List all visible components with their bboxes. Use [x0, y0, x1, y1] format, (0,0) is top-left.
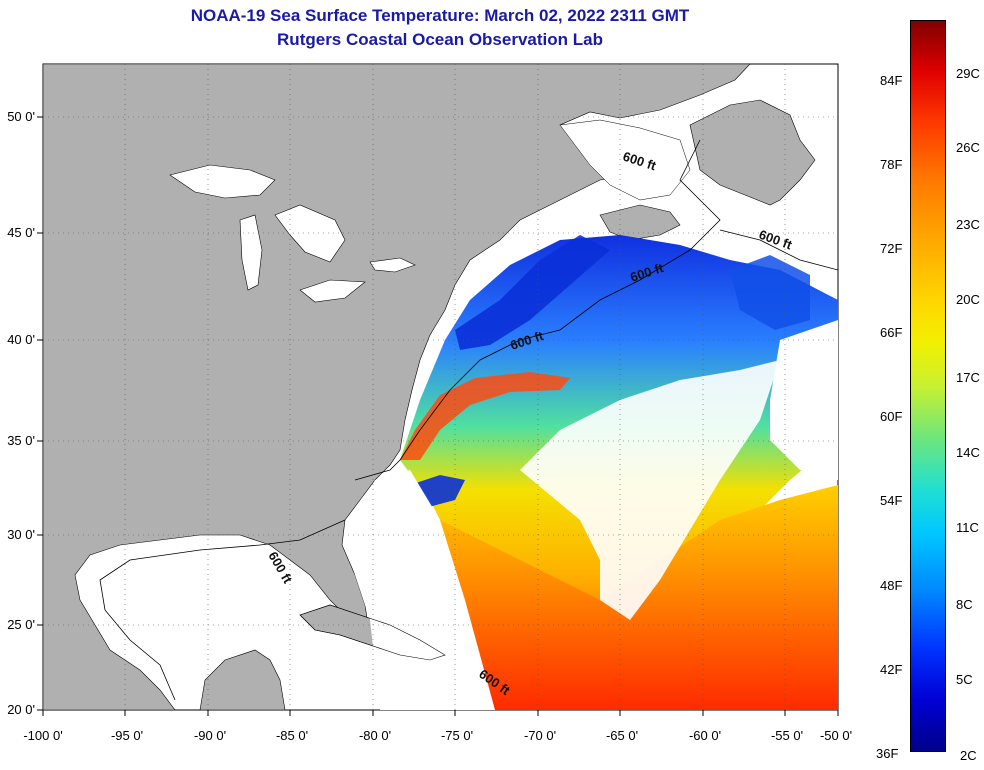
colorbar-label-f: 42F	[880, 662, 903, 677]
lat-tick-label: 30 0'	[7, 527, 35, 542]
lat-tick-label: 40 0'	[7, 332, 35, 347]
colorbar-label-c: 26C	[956, 140, 980, 155]
lat-tick-label: 50 0'	[7, 109, 35, 124]
lon-tick-label: -65 0'	[606, 728, 638, 743]
lon-tick-label: -55 0'	[771, 728, 803, 743]
colorbar-label-c: 8C	[956, 597, 973, 612]
colorbar-label-f: 72F	[880, 241, 903, 256]
map-title: NOAA-19 Sea Surface Temperature: March 0…	[190, 6, 690, 25]
lon-tick-label: -80 0'	[359, 728, 391, 743]
nova-scotia-land	[599, 204, 681, 241]
lat-tick-label: 25 0'	[7, 617, 35, 632]
axis-ticks	[37, 116, 839, 716]
newfoundland-land	[689, 99, 816, 206]
lon-tick-label: -85 0'	[276, 728, 308, 743]
lon-tick-label: -100 0'	[23, 728, 62, 743]
isobath-contour	[354, 139, 838, 481]
cold-shelf-water	[455, 235, 610, 350]
lon-tick-label: -70 0'	[524, 728, 556, 743]
lon-tick-label: -75 0'	[441, 728, 473, 743]
colorbar-label-f: 66F	[880, 325, 903, 340]
yucatan-land	[199, 649, 286, 710]
colorbar-label-f: 78F	[880, 157, 903, 172]
colorbar-label-c: 14C	[956, 445, 980, 460]
lat-tick-label: 20 0'	[7, 702, 35, 717]
colorbar-label-c: 11C	[956, 520, 979, 535]
colorbar-label-c: 17C	[956, 370, 980, 385]
colorbar-label-f: 36F	[876, 746, 899, 761]
colorbar-label-c: 29C	[956, 66, 980, 81]
cloud-cover	[520, 360, 780, 620]
cloud-cover-east	[770, 320, 838, 480]
colorbar-label-c: 20C	[956, 292, 980, 307]
colorbar-label-f: 48F	[880, 578, 903, 593]
cuba-outline	[299, 604, 446, 661]
cold-grand-banks	[730, 255, 810, 330]
lon-tick-label: -95 0'	[111, 728, 143, 743]
st-lawrence-water	[559, 119, 691, 201]
gulf-stream	[400, 372, 570, 460]
colorbar-label-f: 84F	[880, 73, 903, 88]
lon-tick-label: -90 0'	[194, 728, 226, 743]
lon-tick-label: -50 0'	[820, 728, 852, 743]
colorbar-label-c: 5C	[956, 672, 973, 687]
lon-tick-label: -60 0'	[689, 728, 721, 743]
colorbar-label-f: 60F	[880, 409, 903, 424]
isobath-contour-gulf	[99, 519, 346, 701]
great-lakes	[169, 164, 416, 303]
colorbar-label-c: 23C	[956, 217, 980, 232]
swath-gap	[345, 470, 495, 710]
map-subtitle: Rutgers Coastal Ocean Observation Lab	[277, 30, 603, 49]
lat-tick-label: 45 0'	[7, 225, 35, 240]
colorbar	[910, 20, 946, 752]
colorbar-label-f: 54F	[880, 493, 903, 508]
colorbar-label-c: 2C	[960, 748, 977, 763]
lat-tick-label: 35 0'	[7, 433, 35, 448]
